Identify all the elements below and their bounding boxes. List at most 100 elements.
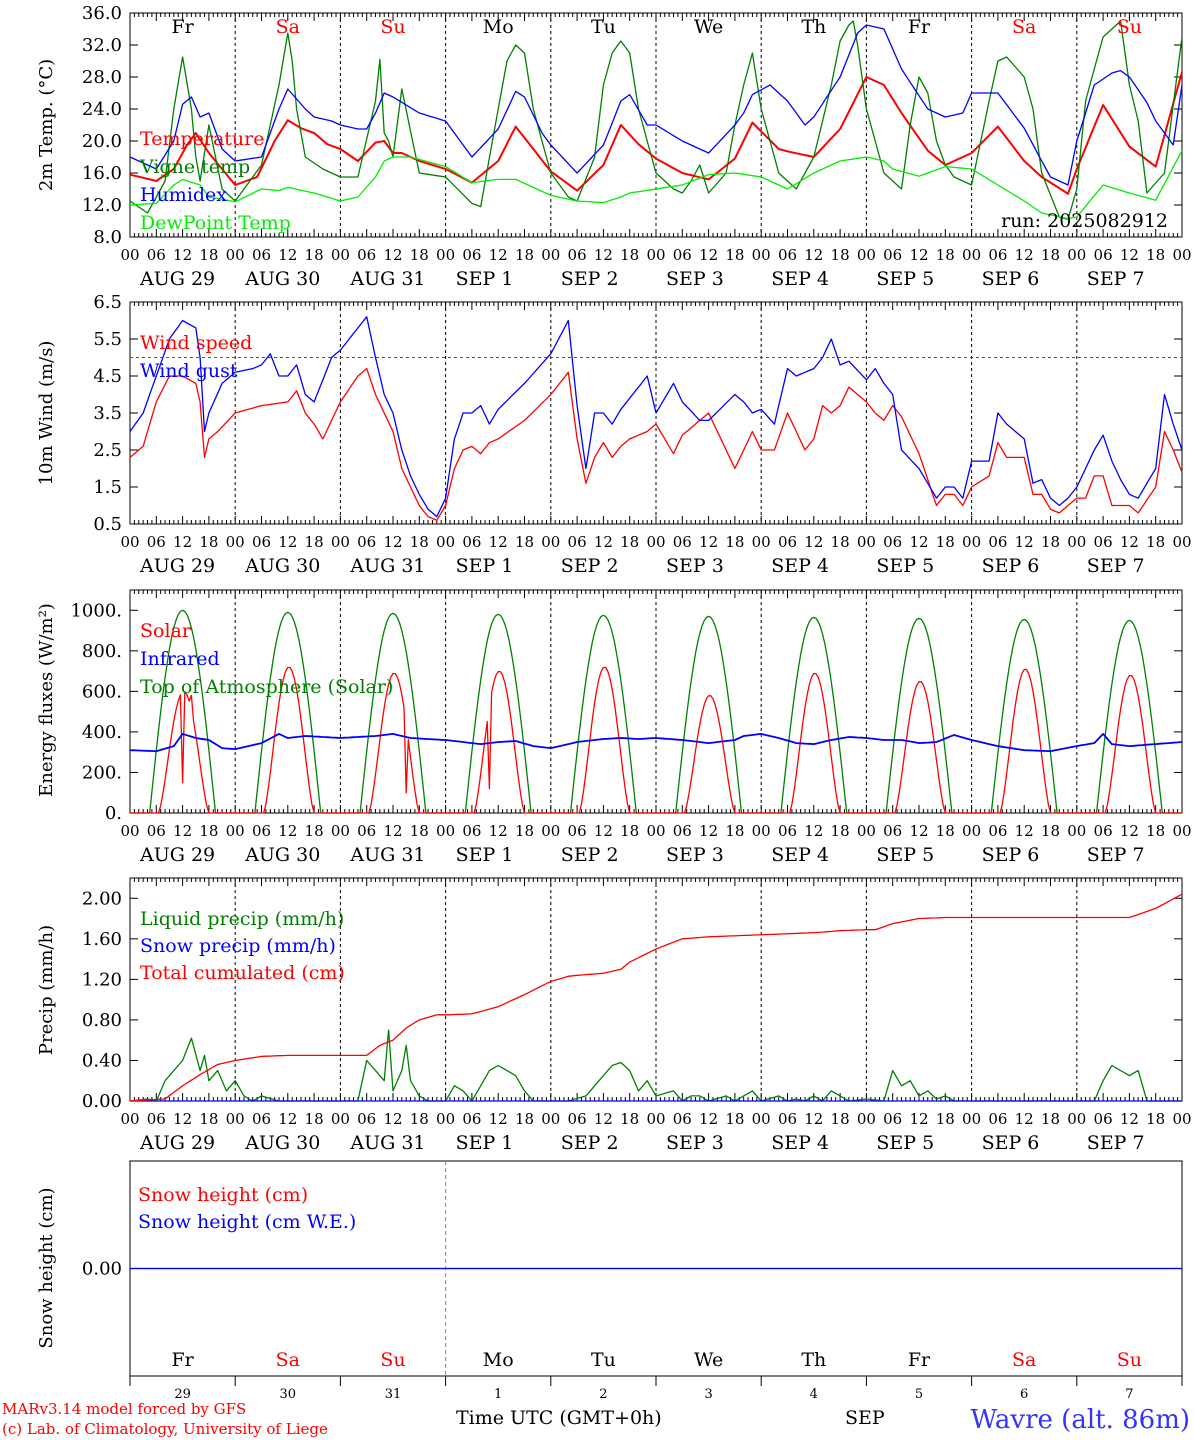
y-tick-label: 36.0 xyxy=(82,3,122,24)
hour-label: 06 xyxy=(357,822,376,840)
hour-label: 06 xyxy=(462,1110,481,1128)
hour-label: 18 xyxy=(410,1110,429,1128)
series-label: Wind gust xyxy=(140,360,238,382)
hour-label: 00 xyxy=(857,1110,876,1128)
hour-label: 12 xyxy=(173,822,192,840)
hour-label: 00 xyxy=(541,246,560,264)
panel-1: 36.0 32.0 28.0 24.0 20.0 16.0 12.0 8.0 2m Temp. … xyxy=(36,3,1192,290)
hour-label: 06 xyxy=(252,1110,271,1128)
hour-label: 06 xyxy=(1094,246,1113,264)
hour-label: 06 xyxy=(883,822,902,840)
date-label: AUG 31 xyxy=(349,555,425,577)
hour-label: 18 xyxy=(199,822,218,840)
date-label: SEP 6 xyxy=(982,555,1040,577)
hour-label: 00 xyxy=(1067,1110,1086,1128)
hour-label: 06 xyxy=(252,533,271,551)
hour-label: 00 xyxy=(752,822,771,840)
hour-label: 18 xyxy=(515,822,534,840)
series-humidex xyxy=(129,24,1183,186)
hour-label: 06 xyxy=(778,1110,797,1128)
hour-label: 00 xyxy=(331,822,350,840)
series-temperature xyxy=(129,71,1183,195)
hour-label: 00 xyxy=(1172,246,1191,264)
hour-label: 18 xyxy=(410,822,429,840)
date-label: SEP 5 xyxy=(876,844,934,866)
y-tick-label: 8.0 xyxy=(93,227,122,248)
series-label: Snow height (cm W.E.) xyxy=(138,1211,356,1233)
series-wind-speed xyxy=(129,367,1183,521)
hour-label: 18 xyxy=(936,822,955,840)
hour-label: 12 xyxy=(1120,822,1139,840)
hour-label: 06 xyxy=(988,822,1007,840)
weekday-label: Mo xyxy=(483,1349,514,1371)
hour-label: 00 xyxy=(646,246,665,264)
hour-label: 18 xyxy=(936,533,955,551)
hour-label: 18 xyxy=(1041,533,1060,551)
hour-label: 06 xyxy=(1094,1110,1113,1128)
y-tick-label: 5.5 xyxy=(93,329,122,350)
hour-label: 18 xyxy=(620,1110,639,1128)
weekday-label: Tu xyxy=(591,16,616,38)
date-label: SEP 4 xyxy=(771,1132,829,1154)
hour-label: 00 xyxy=(752,533,771,551)
panel-4: 2.00 1.60 1.20 0.80 0.40 0.00 Precip (mm/h) 00 0… xyxy=(36,877,1192,1154)
hour-label: 00 xyxy=(962,1110,981,1128)
y-tick-label: 200. xyxy=(82,762,122,783)
date-label: AUG 29 xyxy=(139,1132,215,1154)
series-label: Snow precip (mm/h) xyxy=(140,935,336,957)
hour-label: 18 xyxy=(831,822,850,840)
hour-label: 00 xyxy=(857,533,876,551)
weekday-label: Mo xyxy=(483,16,514,38)
hour-label: 12 xyxy=(804,246,823,264)
y-tick-label: 6.5 xyxy=(93,292,122,313)
hour-label: 00 xyxy=(120,822,139,840)
y-tick-label: 1000. xyxy=(70,600,122,621)
date-label: AUG 29 xyxy=(139,844,215,866)
hour-label: 00 xyxy=(646,533,665,551)
hour-label: 18 xyxy=(620,246,639,264)
y-axis-title: Energy fluxes (W/m²) xyxy=(36,603,57,797)
series-label: Humidex xyxy=(140,184,227,206)
hour-label: 12 xyxy=(699,1110,718,1128)
day-number: 5 xyxy=(915,1387,923,1402)
series-label: Wind speed xyxy=(140,332,252,354)
date-label: SEP 3 xyxy=(666,1132,724,1154)
hour-label: 18 xyxy=(199,1110,218,1128)
hour-label: 12 xyxy=(909,1110,928,1128)
hour-label: 12 xyxy=(173,1110,192,1128)
day-number: 29 xyxy=(174,1387,191,1402)
day-number: 6 xyxy=(1020,1387,1028,1402)
hour-label: 18 xyxy=(305,533,324,551)
day-number: 3 xyxy=(704,1387,712,1402)
hour-label: 18 xyxy=(515,1110,534,1128)
hour-label: 06 xyxy=(568,822,587,840)
hour-label: 18 xyxy=(936,1110,955,1128)
hour-label: 12 xyxy=(1120,246,1139,264)
hour-label: 12 xyxy=(489,822,508,840)
hour-label: 12 xyxy=(804,822,823,840)
hour-label: 12 xyxy=(278,246,297,264)
hour-label: 00 xyxy=(752,1110,771,1128)
lab-credit: (c) Lab. of Climatology, University of L… xyxy=(2,1420,328,1438)
y-tick-label: 1.20 xyxy=(82,969,122,990)
weekday-label: Th xyxy=(801,1349,826,1371)
y-tick-label: 600. xyxy=(82,681,122,702)
date-label: SEP 2 xyxy=(561,844,619,866)
hour-label: 12 xyxy=(278,1110,297,1128)
day-number: 1 xyxy=(494,1387,502,1402)
hour-label: 12 xyxy=(489,1110,508,1128)
date-label: AUG 29 xyxy=(139,555,215,577)
hour-label: 12 xyxy=(1015,533,1034,551)
run-label: run: 2025082912 xyxy=(1001,210,1168,232)
hour-label: 00 xyxy=(962,822,981,840)
date-label: SEP 6 xyxy=(982,1132,1040,1154)
series-vigne-temp xyxy=(129,20,1183,221)
hour-label: 06 xyxy=(462,533,481,551)
y-tick-label: 4.5 xyxy=(93,366,122,387)
hour-label: 06 xyxy=(988,533,1007,551)
hour-label: 18 xyxy=(1041,822,1060,840)
weekday-label: Sa xyxy=(276,16,300,38)
hour-label: 12 xyxy=(594,533,613,551)
date-label: AUG 31 xyxy=(349,268,425,290)
